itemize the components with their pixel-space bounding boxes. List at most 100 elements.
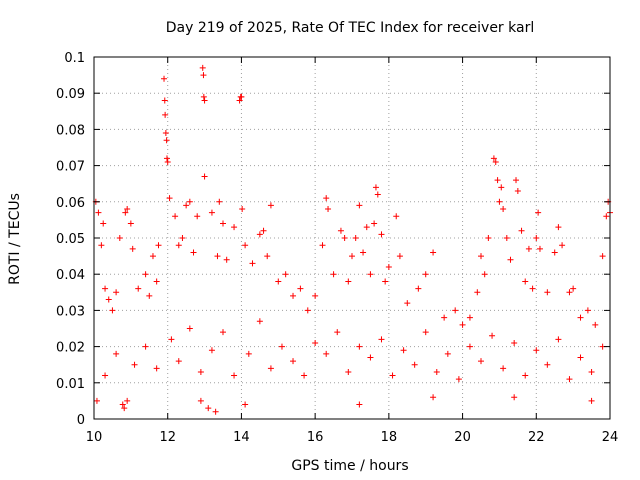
data-point: [489, 332, 496, 339]
data-point: [511, 339, 518, 346]
data-point: [522, 278, 529, 285]
data-point: [356, 202, 363, 209]
y-tick-label: 0.04: [56, 268, 85, 283]
data-point: [455, 376, 462, 383]
data-point: [485, 235, 492, 241]
axis-ticks: 10 12 14 16 18 20 22 24 0 0.01 0.02 0.03 0.04 0.05 0.0…: [56, 51, 618, 445]
data-point: [535, 209, 542, 216]
data-point: [536, 245, 543, 252]
data-point: [249, 260, 256, 267]
data-point: [155, 242, 162, 249]
data-point: [422, 329, 429, 336]
y-tick-label: 0.09: [56, 87, 85, 102]
data-point: [124, 397, 131, 404]
data-point: [208, 209, 215, 216]
data-point: [498, 184, 505, 191]
data-point: [592, 321, 599, 328]
data-point: [584, 307, 591, 314]
data-point: [374, 191, 381, 198]
data-point: [481, 271, 488, 278]
data-point: [363, 224, 370, 231]
data-point: [555, 224, 562, 231]
data-point: [345, 278, 352, 285]
data-point: [168, 336, 175, 343]
data-point: [533, 347, 540, 354]
data-point: [245, 350, 252, 357]
data-point: [356, 401, 363, 408]
data-point: [149, 253, 156, 260]
data-point: [588, 368, 595, 375]
x-tick-label: 16: [307, 430, 324, 445]
data-point: [124, 206, 131, 213]
data-point: [367, 354, 374, 361]
data-point: [492, 158, 499, 165]
data-point: [260, 227, 267, 234]
data-point: [494, 177, 501, 184]
data-point: [371, 220, 378, 227]
data-point: [496, 198, 503, 205]
data-point: [163, 155, 170, 162]
data-point: [430, 249, 437, 256]
data-point: [599, 253, 606, 260]
data-point: [153, 278, 160, 285]
data-point: [109, 307, 116, 314]
plot-frame: [93, 56, 611, 420]
y-tick-label: 0: [77, 413, 85, 428]
data-point: [231, 372, 238, 379]
data-point: [220, 329, 226, 336]
data-point: [122, 209, 129, 216]
data-point: [503, 235, 510, 241]
data-point: [577, 314, 584, 321]
data-point: [161, 97, 168, 104]
data-point: [256, 318, 263, 325]
data-point: [444, 350, 451, 357]
x-tick-label: 12: [159, 430, 176, 445]
data-point: [242, 242, 249, 249]
data-point: [162, 130, 169, 137]
data-point: [220, 220, 226, 227]
y-tick-label: 0.05: [56, 232, 85, 247]
data-point: [256, 231, 263, 238]
data-point: [223, 256, 230, 263]
data-point: [200, 93, 207, 100]
data-point: [588, 397, 595, 404]
data-point: [474, 289, 481, 296]
data-point: [603, 213, 610, 220]
data-point: [570, 285, 577, 292]
data-points: [92, 64, 613, 415]
data-point: [242, 401, 249, 408]
data-point: [478, 253, 484, 260]
data-point: [356, 343, 363, 350]
data-point: [282, 271, 289, 278]
data-point: [93, 397, 100, 404]
data-point: [312, 292, 319, 299]
data-point: [231, 224, 238, 231]
data-point: [500, 206, 507, 213]
data-point: [238, 93, 245, 100]
data-point: [161, 75, 168, 82]
data-point: [544, 289, 551, 296]
data-point: [566, 289, 573, 296]
data-point: [264, 253, 271, 260]
data-point: [172, 213, 179, 220]
x-tick-label: 18: [381, 430, 398, 445]
y-tick-label: 0.07: [56, 160, 85, 175]
data-point: [190, 249, 197, 256]
y-tick-label: 0.08: [56, 123, 85, 138]
data-point: [513, 177, 520, 184]
data-point: [102, 372, 109, 379]
data-point: [500, 365, 507, 372]
data-point: [135, 285, 142, 292]
data-point: [334, 329, 341, 336]
data-point: [175, 242, 182, 249]
data-point: [323, 195, 330, 202]
data-point: [121, 405, 128, 412]
y-tick-label: 0.01: [56, 377, 85, 392]
data-point: [100, 220, 107, 227]
data-point: [555, 336, 562, 343]
data-point: [551, 249, 558, 256]
x-tick-label: 20: [454, 430, 471, 445]
data-point: [201, 173, 208, 180]
x-tick-label: 14: [233, 430, 250, 445]
data-point: [490, 155, 497, 162]
